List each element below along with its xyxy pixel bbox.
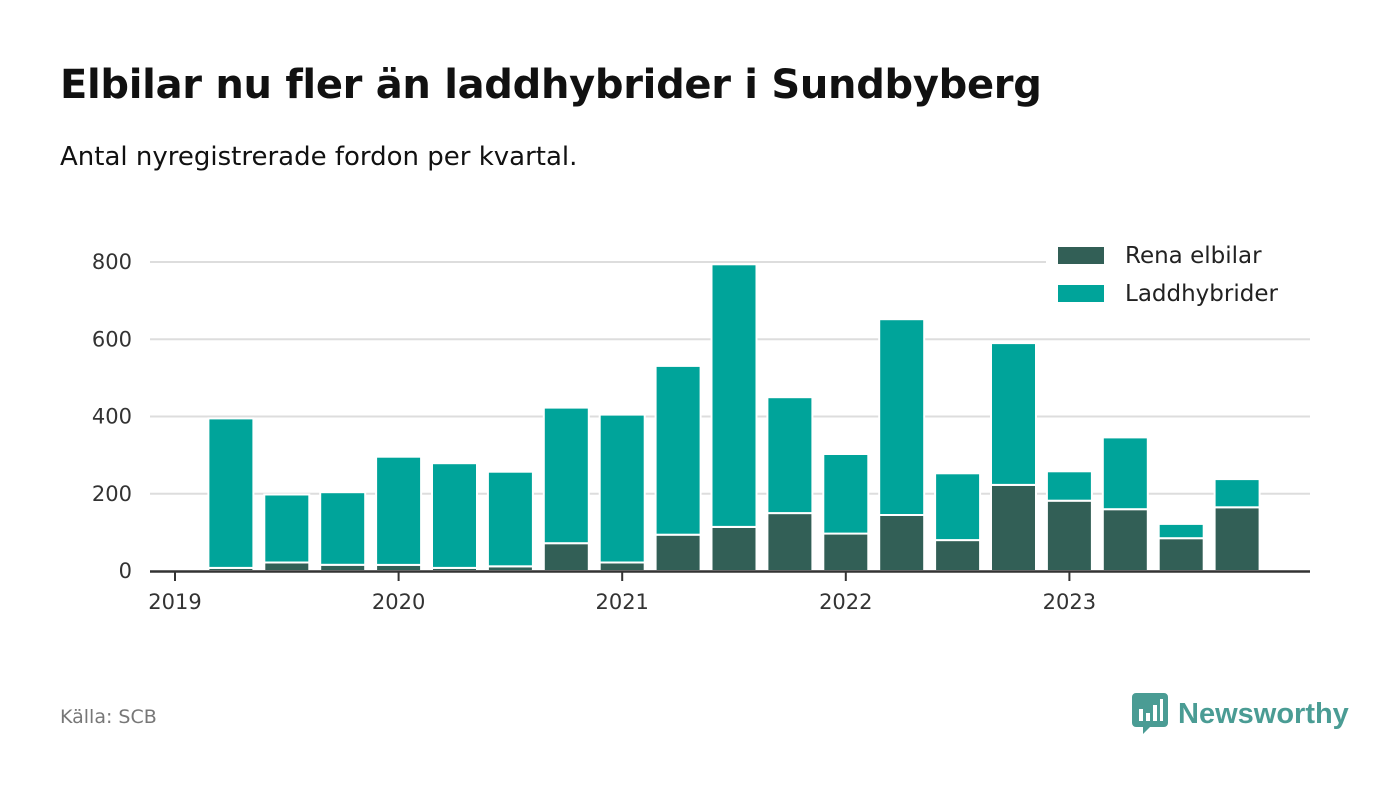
bar-rena-elbilar-2023-q1: Rena elbilar 2023 Q1: 182 <box>1045 499 1093 573</box>
x-tick-label-2023: 2023 <box>1043 590 1096 614</box>
bars: Rena elbilar 2019 Q2: 8Laddhybrider 2019… <box>207 263 1261 573</box>
y-tick-label-800: 800 <box>92 250 132 274</box>
bar-laddhybrider-2023-q4: Laddhybrider 2023 Q4: 73 <box>1213 478 1261 509</box>
bar-laddhybrider-2023-q2: Laddhybrider 2023 Q2: 186 <box>1101 436 1149 511</box>
y-tick-label-200: 200 <box>92 482 132 506</box>
bar-laddhybrider-2019-q2: Laddhybrider 2019 Q2: 387 <box>207 417 255 569</box>
chart-title: Elbilar nu fler än laddhybrider i Sundby… <box>60 62 1042 108</box>
legend-label-laddhybrider: Laddhybrider <box>1125 281 1278 307</box>
bar-laddhybrider-2022-q3: Laddhybrider 2022 Q3: 173 <box>934 472 982 542</box>
x-tick-label-2019: 2019 <box>148 590 201 614</box>
legend-label-rena-elbilar: Rena elbilar <box>1125 243 1262 269</box>
brand-name: Newsworthy <box>1178 697 1349 730</box>
bar-rena-elbilar-2021-q1: Rena elbilar 2021 Q1: 22 <box>598 561 646 572</box>
bar-laddhybrider-2020-q1: Laddhybrider 2020 Q1: 280 <box>375 455 423 566</box>
x-tick-label-2021: 2021 <box>595 590 648 614</box>
bar-rena-elbilar-2023-q2: Rena elbilar 2023 Q2: 160 <box>1101 508 1149 573</box>
bar-laddhybrider-2022-q1: Laddhybrider 2022 Q1: 206 <box>822 453 870 535</box>
y-tick-label-400: 400 <box>92 405 132 429</box>
legend-swatch-rena-elbilar <box>1058 247 1104 264</box>
bar-rena-elbilar-2021-q3: Rena elbilar 2021 Q3: 114 <box>710 526 758 572</box>
bar-laddhybrider-2019-q3: Laddhybrider 2019 Q3: 176 <box>263 493 311 564</box>
y-axis: 0 200 400 600 800 <box>92 250 132 583</box>
newsworthy-icon <box>1132 693 1168 734</box>
bar-laddhybrider-2020-q2: Laddhybrider 2020 Q2: 271 <box>431 462 478 569</box>
bar-laddhybrider-2020-q3: Laddhybrider 2020 Q3: 245 <box>486 470 534 568</box>
bar-rena-elbilar-2022-q2: Rena elbilar 2022 Q2: 145 <box>878 514 926 572</box>
bar-laddhybrider-2020-q4: Laddhybrider 2020 Q4: 351 <box>542 406 590 545</box>
bar-laddhybrider-2022-q4: Laddhybrider 2022 Q4: 367 <box>990 342 1037 486</box>
bar-laddhybrider-2019-q4: Laddhybrider 2019 Q4: 188 <box>319 491 367 566</box>
bar-rena-elbilar-2022-q1: Rena elbilar 2022 Q1: 97 <box>822 532 870 572</box>
bar-rena-elbilar-2023-q4: Rena elbilar 2023 Q4: 165 <box>1213 506 1261 572</box>
bar-laddhybrider-2023-q3: Laddhybrider 2023 Q3: 37 <box>1157 522 1205 540</box>
bar-rena-elbilar-2022-q3: Rena elbilar 2022 Q3: 80 <box>934 539 982 572</box>
bar-rena-elbilar-2020-q4: Rena elbilar 2020 Q4: 72 <box>542 542 590 573</box>
bar-rena-elbilar-2022-q4: Rena elbilar 2022 Q4: 223 <box>990 483 1037 572</box>
bar-rena-elbilar-2019-q3: Rena elbilar 2019 Q3: 22 <box>263 561 311 572</box>
bar-laddhybrider-2022-q2: Laddhybrider 2022 Q2: 507 <box>878 318 926 517</box>
y-tick-label-600: 600 <box>92 327 132 351</box>
chart-subtitle: Antal nyregistrerade fordon per kvartal. <box>60 142 578 172</box>
x-tick-label-2020: 2020 <box>372 590 425 614</box>
y-tick-label-0: 0 <box>119 559 132 583</box>
bar-rena-elbilar-2021-q4: Rena elbilar 2021 Q4: 150 <box>766 512 814 572</box>
bar-rena-elbilar-2021-q2: Rena elbilar 2021 Q2: 94 <box>654 533 702 573</box>
bar-laddhybrider-2021-q1: Laddhybrider 2021 Q1: 383 <box>598 413 646 564</box>
bar-rena-elbilar-2023-q3: Rena elbilar 2023 Q3: 85 <box>1157 537 1205 573</box>
source-note: Källa: SCB <box>60 706 157 728</box>
bar-laddhybrider-2023-q1: Laddhybrider 2023 Q1: 76 <box>1045 470 1093 502</box>
bar-laddhybrider-2021-q2: Laddhybrider 2021 Q2: 437 <box>654 364 702 536</box>
newsworthy-logo: Newsworthy <box>1132 692 1349 736</box>
x-tick-label-2022: 2022 <box>819 590 872 614</box>
bar-laddhybrider-2021-q3: Laddhybrider 2021 Q3: 680 <box>710 263 758 528</box>
x-axis: 2019 2020 2021 2022 2023 <box>148 571 1096 614</box>
bar-laddhybrider-2021-q4: Laddhybrider 2021 Q4: 300 <box>766 396 814 515</box>
legend: Rena elbilar Laddhybrider <box>1046 240 1310 322</box>
legend-swatch-laddhybrider <box>1058 285 1104 302</box>
